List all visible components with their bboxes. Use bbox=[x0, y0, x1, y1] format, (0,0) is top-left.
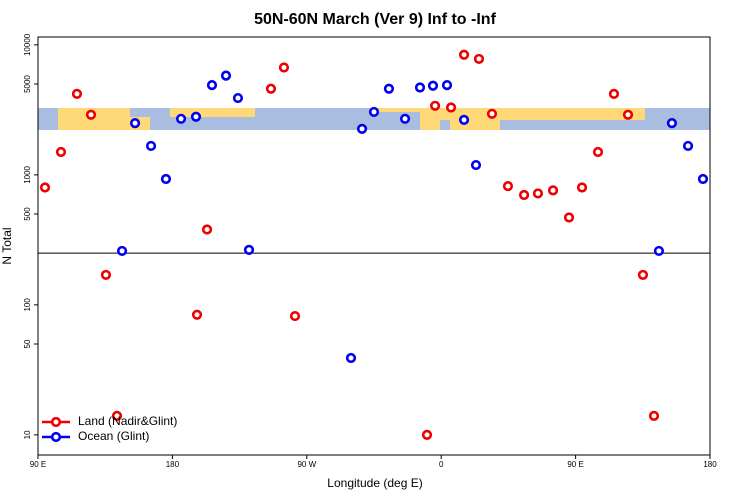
data-point bbox=[637, 269, 649, 281]
legend-label: Ocean (Glint) bbox=[78, 429, 149, 443]
data-point bbox=[592, 146, 604, 158]
data-point bbox=[441, 80, 453, 91]
chart-title: 50N-60N March (Ver 9) Inf to -Inf bbox=[254, 11, 496, 28]
data-point bbox=[622, 109, 634, 120]
data-point bbox=[502, 180, 514, 192]
data-point bbox=[666, 118, 678, 129]
x-tick-label: 180 bbox=[166, 460, 180, 469]
y-tick-label: 50 bbox=[23, 339, 32, 348]
plot-frame bbox=[37, 36, 711, 456]
data-point bbox=[473, 53, 485, 65]
x-tick-label: 90 W bbox=[297, 460, 316, 469]
data-point bbox=[278, 62, 290, 73]
data-point bbox=[39, 182, 51, 193]
data-point bbox=[368, 106, 380, 118]
x-tick-label: 180 bbox=[703, 460, 717, 469]
legend-marker bbox=[50, 416, 62, 428]
data-point bbox=[653, 245, 665, 257]
data-point bbox=[414, 82, 426, 93]
y-tick-label: 100 bbox=[23, 298, 32, 312]
data-point bbox=[175, 113, 187, 124]
x-tick-label: 90 E bbox=[30, 460, 46, 469]
data-point bbox=[458, 49, 470, 60]
data-point bbox=[458, 114, 470, 125]
y-tick-label: 10 bbox=[23, 430, 32, 439]
data-point bbox=[85, 109, 97, 120]
data-point bbox=[116, 245, 128, 257]
data-point bbox=[206, 80, 218, 91]
data-point bbox=[129, 118, 141, 129]
data-point bbox=[563, 212, 575, 223]
data-point bbox=[201, 224, 213, 235]
map-strip bbox=[38, 108, 710, 130]
data-point bbox=[220, 70, 232, 81]
data-point bbox=[648, 410, 660, 421]
data-point bbox=[232, 92, 244, 104]
data-point bbox=[345, 352, 357, 364]
data-point bbox=[160, 173, 172, 185]
y-axis-label: N Total bbox=[0, 227, 14, 264]
y-tick-label: 10000 bbox=[23, 33, 32, 56]
data-point bbox=[356, 123, 368, 134]
x-tick-label: 90 E bbox=[567, 460, 583, 469]
data-point bbox=[383, 83, 395, 94]
data-point bbox=[682, 140, 694, 152]
data-point bbox=[470, 159, 482, 171]
data-point bbox=[445, 102, 457, 113]
data-point bbox=[243, 244, 255, 255]
data-point bbox=[111, 410, 123, 421]
data-point bbox=[547, 185, 559, 196]
data-point bbox=[55, 146, 67, 158]
data-point bbox=[429, 100, 441, 111]
y-tick-label: 1000 bbox=[23, 165, 32, 183]
data-point bbox=[289, 310, 301, 322]
data-point bbox=[265, 83, 277, 94]
data-point bbox=[145, 140, 157, 152]
legend-marker bbox=[50, 431, 62, 443]
data-point bbox=[486, 108, 498, 119]
data-point bbox=[518, 189, 530, 201]
x-tick-label: 0 bbox=[439, 460, 444, 469]
data-point bbox=[399, 113, 411, 124]
data-point bbox=[608, 88, 620, 99]
data-point bbox=[100, 269, 112, 281]
data-point bbox=[697, 173, 709, 185]
x-axis-label: Longitude (deg E) bbox=[327, 476, 422, 490]
data-point bbox=[576, 182, 588, 193]
data-point bbox=[421, 429, 433, 440]
data-point bbox=[71, 88, 83, 99]
data-point bbox=[427, 80, 439, 91]
data-point bbox=[191, 309, 203, 320]
y-tick-label: 500 bbox=[23, 207, 32, 221]
data-point bbox=[532, 188, 544, 199]
legend-label: Land (Nadir&Glint) bbox=[78, 414, 177, 428]
data-point bbox=[190, 111, 202, 122]
y-tick-label: 5000 bbox=[23, 75, 32, 93]
